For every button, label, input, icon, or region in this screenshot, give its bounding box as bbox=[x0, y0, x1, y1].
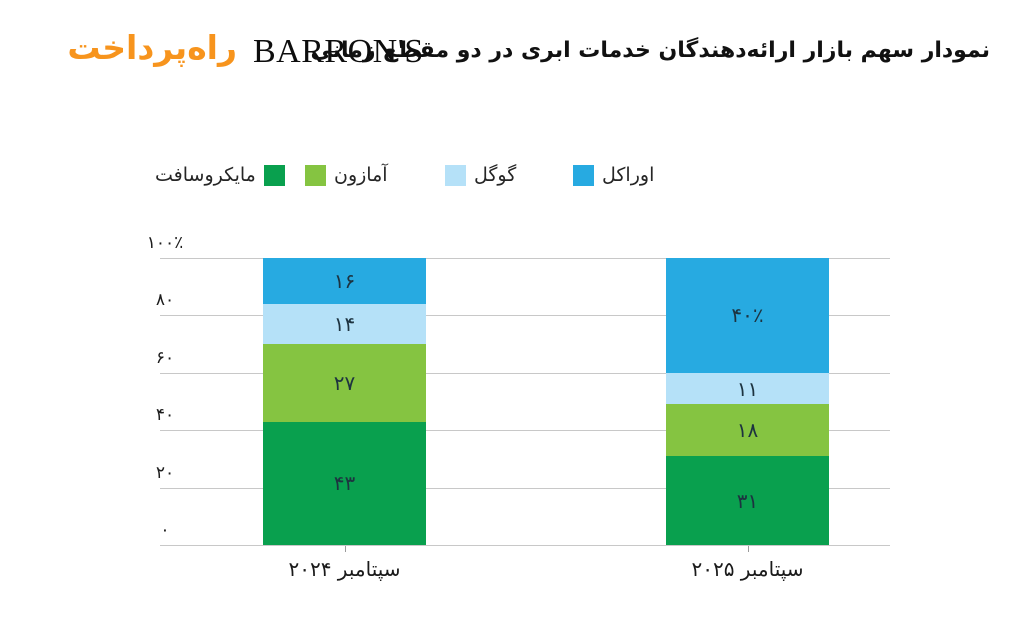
segment-value-label: ۱۴ bbox=[333, 311, 356, 336]
legend-swatch bbox=[573, 164, 594, 186]
legend-swatch bbox=[263, 164, 285, 186]
segment-value-label: ۴۰٪ bbox=[731, 303, 764, 328]
y-axis-tick-label: ۰ bbox=[160, 520, 170, 540]
segment-value-label: ۱۶ bbox=[333, 268, 356, 293]
y-axis-tick-label: ۶۰ bbox=[155, 347, 175, 368]
bar-segment-1: ۱۱ bbox=[666, 372, 829, 405]
gridline bbox=[160, 430, 890, 432]
segment-value-label: ۳۱ bbox=[736, 488, 759, 513]
legend-item: مایکروسافت bbox=[155, 164, 285, 186]
bar-segment-0: ۱۶ bbox=[263, 258, 426, 304]
bar-segment-0: ۴۳ bbox=[263, 421, 426, 545]
segment-value-label: ۱۸ bbox=[736, 418, 759, 443]
legend-item: آمازون bbox=[305, 164, 388, 186]
gridline bbox=[160, 372, 890, 374]
bar-segment-0: ۱۴ bbox=[263, 303, 426, 345]
legend-item: اوراکل bbox=[573, 164, 654, 186]
barrons-logo: BARRON'S bbox=[253, 33, 424, 70]
bar-segment-1: ۱۸ bbox=[666, 404, 829, 457]
chart-title: نمودار سهم بازار ارائه‌دهندگان خدمات ابر… bbox=[310, 38, 990, 63]
legend-item: گوگل bbox=[445, 164, 516, 186]
bar-segment-1: ۳۱ bbox=[666, 456, 829, 545]
rahpardakht-logo: راه‌پرداخت bbox=[67, 28, 238, 67]
segment-value-label: ۲۷ bbox=[333, 370, 356, 395]
x-axis-label: سپتامبر ۲۰۲۴ bbox=[288, 557, 401, 581]
x-axis-tick bbox=[747, 546, 749, 552]
segment-value-label: ۴۳ bbox=[333, 471, 356, 496]
y-axis-tick-label: ۴۰ bbox=[155, 405, 175, 426]
segment-value-label: ۱۱ bbox=[736, 376, 759, 401]
x-axis-tick bbox=[344, 546, 346, 552]
bar-segment-0: ۲۷ bbox=[263, 344, 426, 422]
y-axis-tick-label: ۸۰ bbox=[155, 290, 175, 311]
legend-swatch bbox=[305, 164, 326, 186]
legend-label: مایکروسافت bbox=[155, 164, 256, 186]
legend-swatch bbox=[445, 164, 466, 186]
bar-segment-1: ۴۰٪ bbox=[666, 258, 829, 373]
gridline bbox=[160, 487, 890, 489]
gridline bbox=[160, 258, 890, 259]
legend-label: آمازون bbox=[334, 164, 388, 186]
x-axis-label: سپتامبر ۲۰۲۵ bbox=[691, 557, 804, 581]
gridline bbox=[160, 315, 890, 317]
legend-label: گوگل bbox=[474, 164, 517, 186]
legend-label: اوراکل bbox=[602, 164, 655, 186]
y-axis-tick-label: ۱۰۰٪ bbox=[146, 233, 184, 253]
y-axis-tick-label: ۲۰ bbox=[155, 462, 175, 483]
gridline bbox=[160, 545, 890, 546]
